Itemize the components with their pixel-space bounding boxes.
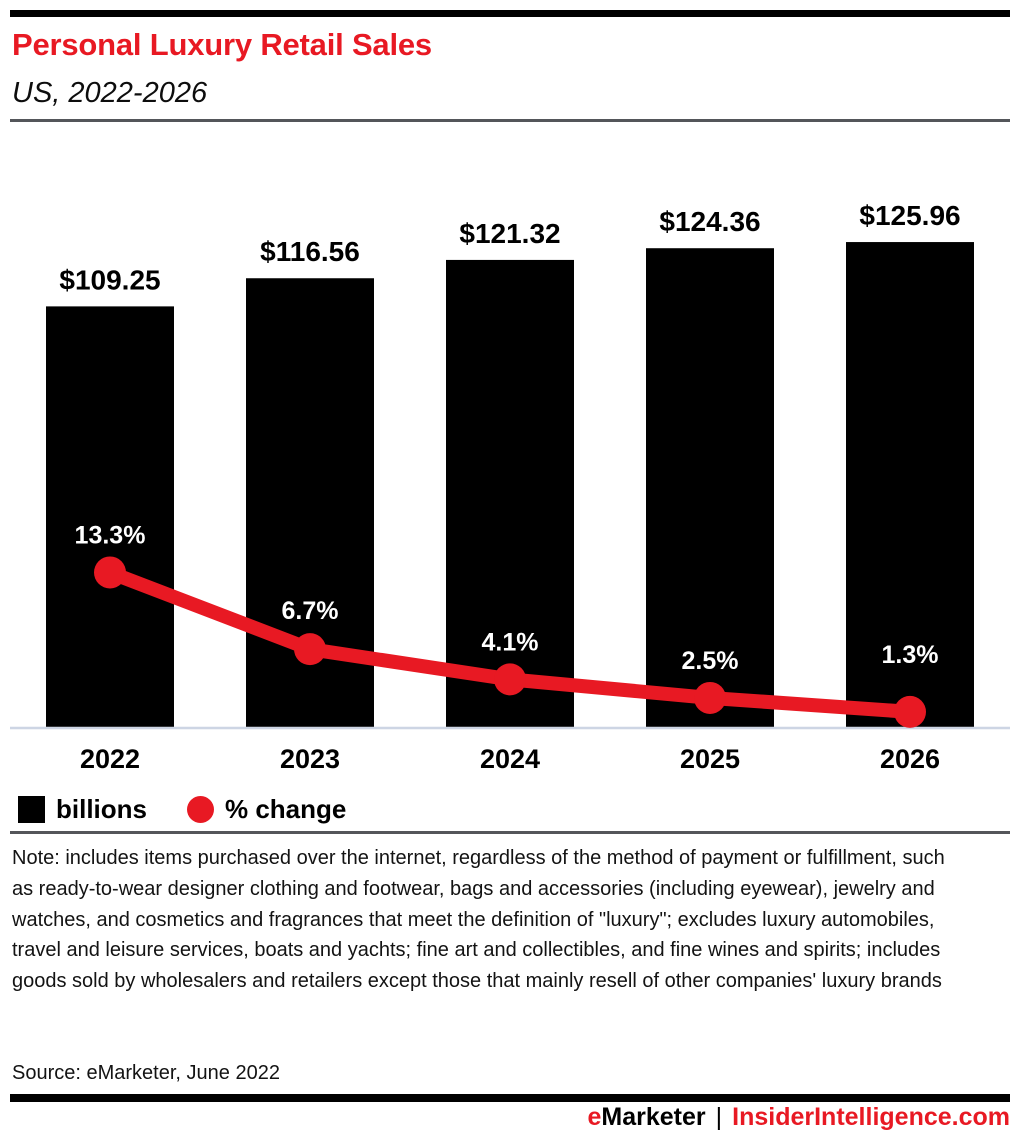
brand-e: e [587,1103,602,1131]
chart-canvas: $109.25 $116.56 $121.32 $124.36 $125.96 13.3%… [10,200,1010,774]
x-axis-label-2024: 2024 [480,744,540,774]
pct-change-marker-2022 [94,556,126,589]
footer-separator: | [715,1103,723,1131]
pct-change-marker-2025 [694,681,726,714]
legend-item-billions: billions [18,794,147,825]
x-axis-label-2025: 2025 [680,744,740,774]
brand-site-link[interactable]: InsiderIntelligence.com [732,1103,1010,1131]
source-text: Source: eMarketer, June 2022 [12,1062,280,1084]
pct-change-marker-2023 [294,633,326,666]
footer-accent-bar [10,1094,1010,1102]
x-axis-label-2023: 2023 [280,744,340,774]
bar-value-label-2025: $124.36 [659,206,760,237]
pct-change-marker-2024 [494,663,526,696]
bar-value-label-2023: $116.56 [260,236,360,267]
bar-2025 [646,248,774,728]
x-axis-label-2026: 2026 [880,744,940,774]
legend-item-pct-change: % change [187,794,346,825]
bar-2024 [446,259,574,727]
footer-brand: eMarketer | InsiderIntelligence.com [588,1103,1011,1132]
note-text: Note: includes items purchased over the … [12,847,945,993]
bar-value-label-2026: $125.96 [859,200,960,231]
note-divider [10,831,1010,834]
pct-change-label-2022: 13.3% [75,521,146,549]
chart-title: Personal Luxury Retail Sales [12,27,432,62]
legend: billions % change [18,794,346,825]
legend-label-billions: billions [56,794,147,824]
bar-value-label-2022: $109.25 [59,264,160,295]
pct-change-swatch-icon [187,796,214,823]
billions-swatch-icon [18,796,45,823]
pct-change-marker-2026 [894,695,926,728]
header-divider [10,119,1010,122]
pct-change-label-2026: 1.3% [882,641,939,669]
brand-marketer: Marketer [601,1103,706,1131]
bar-value-label-2024: $121.32 [459,218,560,249]
bar-2022 [46,306,174,727]
pct-change-label-2025: 2.5% [682,647,739,675]
top-accent-bar [10,10,1010,17]
brand-emarketer: eMarketer [588,1103,706,1131]
legend-label-pct-change: % change [225,794,347,824]
bar-2026 [846,242,974,727]
pct-change-label-2023: 6.7% [282,597,339,625]
pct-change-label-2024: 4.1% [482,628,539,656]
chart-subtitle: US, 2022-2026 [12,77,208,109]
x-axis-label-2022: 2022 [80,744,140,774]
